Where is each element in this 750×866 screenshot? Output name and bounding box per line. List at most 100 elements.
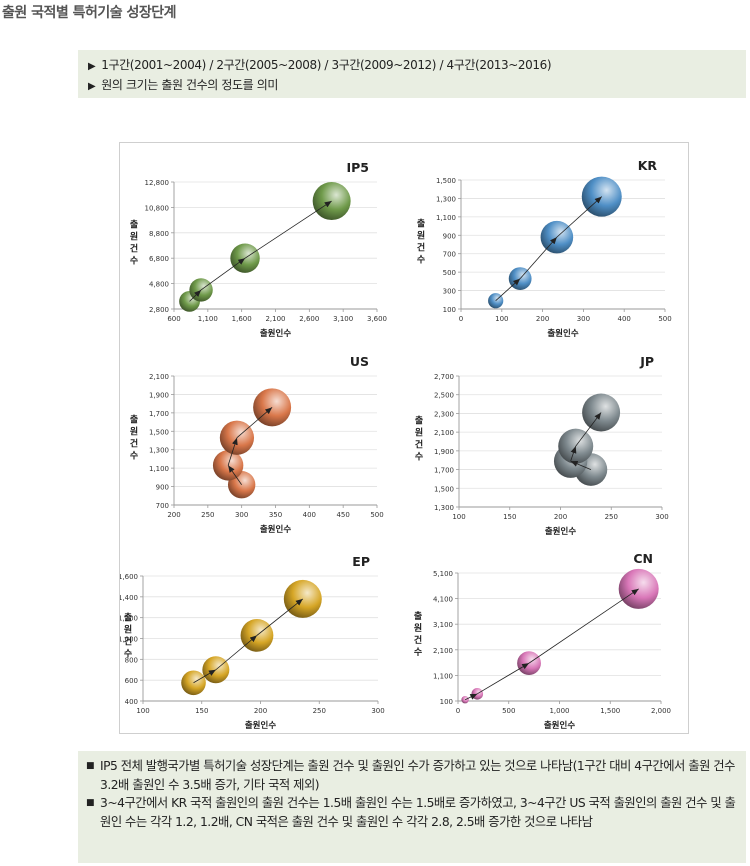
y-tick-label: 800 xyxy=(125,656,138,664)
x-tick-label: 150 xyxy=(503,513,516,521)
x-tick-label: 350 xyxy=(269,511,282,519)
y-tick-label: 600 xyxy=(125,677,138,685)
x-tick-label: 400 xyxy=(303,511,316,519)
x-tick-label: 200 xyxy=(167,511,180,519)
y-tick-label: 1,100 xyxy=(433,672,453,680)
trend-arrow xyxy=(227,465,242,485)
x-tick-label: 1,100 xyxy=(198,315,218,323)
x-tick-label: 600 xyxy=(167,315,180,323)
x-tick-label: 300 xyxy=(371,707,384,715)
x-tick-label: 500 xyxy=(658,315,671,323)
bubble xyxy=(581,176,622,217)
x-axis-label: 출원인수 xyxy=(245,720,276,731)
trend-arrow xyxy=(477,662,530,695)
y-tick-label: 1,300 xyxy=(434,504,454,512)
x-tick-label: 3,100 xyxy=(333,315,353,323)
y-tick-label: 1,700 xyxy=(434,467,454,475)
bubble xyxy=(283,579,322,618)
x-tick-label: 250 xyxy=(605,513,618,521)
trend-arrow xyxy=(556,196,603,238)
y-tick-label: 2,700 xyxy=(434,373,454,381)
x-tick-label: 200 xyxy=(254,707,267,715)
y-tick-label: 4,100 xyxy=(433,596,453,604)
y-tick-label: 500 xyxy=(443,269,456,277)
trend-arrow xyxy=(189,289,202,302)
note-circle-size: 원의 크기는 출원 건수의 정도를 의미 xyxy=(88,76,736,96)
trend-arrow xyxy=(227,437,238,466)
x-tick-label: 300 xyxy=(577,315,590,323)
y-tick-label: 1,000 xyxy=(120,636,138,644)
bubble xyxy=(461,696,469,704)
chart-title: EP xyxy=(352,554,370,569)
trend-arrow xyxy=(464,693,478,701)
summary-text: 3~4구간에서 KR 국적 출원인의 출원 건수는 1.5배 출원인 수는 1.… xyxy=(100,796,736,829)
y-tick-label: 2,100 xyxy=(433,647,453,655)
y-tick-label: 1,900 xyxy=(149,391,169,399)
charts-svg: 2,800 4,800 6,800 8,800 10,800 12,800 600 1,100… xyxy=(120,158,672,731)
y-tick-label: 5,100 xyxy=(433,570,453,578)
x-tick-label: 500 xyxy=(370,511,383,519)
y-tick-label: 2,100 xyxy=(434,429,454,437)
x-tick-label: 100 xyxy=(452,513,465,521)
y-tick-label: 8,800 xyxy=(149,230,169,238)
bullet-square-icon: ■ xyxy=(86,761,95,771)
x-tick-label: 300 xyxy=(235,511,248,519)
chart-title: IP5 xyxy=(346,160,369,175)
y-tick-label: 100 xyxy=(440,698,453,706)
y-tick-label: 900 xyxy=(156,484,169,492)
x-tick-label: 1,600 xyxy=(232,315,252,323)
chart-title: JP xyxy=(639,354,654,369)
x-tick-label: 200 xyxy=(536,315,549,323)
y-tick-label: 2,500 xyxy=(434,392,454,400)
y-tick-label: 1,500 xyxy=(434,485,454,493)
trend-arrow xyxy=(215,635,258,671)
trend-arrow xyxy=(519,236,558,279)
chart-title: CN xyxy=(633,551,653,566)
y-tick-label: 1,700 xyxy=(149,410,169,418)
y-tick-label: 400 xyxy=(125,698,138,706)
y-tick-label: 2,300 xyxy=(434,410,454,418)
x-tick-label: 3,600 xyxy=(367,315,387,323)
trend-arrow xyxy=(570,446,577,462)
x-axis-label: 출원인수 xyxy=(544,720,575,731)
y-tick-label: 10,800 xyxy=(145,204,170,212)
trend-arrow xyxy=(200,257,246,291)
x-tick-label: 0 xyxy=(459,315,463,323)
x-tick-label: 1,000 xyxy=(549,707,569,715)
trend-arrow xyxy=(495,278,521,302)
y-tick-label: 2,800 xyxy=(149,306,169,314)
trend-arrow xyxy=(244,200,332,259)
y-tick-label: 12,800 xyxy=(145,179,170,187)
bullet-square-icon: ■ xyxy=(86,798,95,809)
x-tick-label: 200 xyxy=(554,513,567,521)
x-tick-label: 100 xyxy=(495,315,508,323)
y-tick-label: 6,800 xyxy=(149,255,169,263)
y-tick-label: 2,100 xyxy=(149,373,169,381)
y-tick-label: 1,100 xyxy=(149,465,169,473)
summary-item: ■ IP5 전체 발행국가별 특허기술 성장단계는 출원 건수 및 출원인 수가… xyxy=(86,757,738,794)
x-tick-label: 450 xyxy=(336,511,349,519)
y-tick-label: 4,800 xyxy=(149,281,169,289)
x-tick-label: 400 xyxy=(618,315,631,323)
x-axis-label: 출원인수 xyxy=(260,328,291,339)
legend-notes: 1구간(2001~2004) / 2구간(2005~2008) / 3구간(20… xyxy=(78,50,746,98)
trend-arrow xyxy=(256,598,304,636)
x-tick-label: 1,500 xyxy=(600,707,620,715)
x-tick-label: 250 xyxy=(313,707,326,715)
x-tick-label: 0 xyxy=(456,707,460,715)
y-tick-label: 3,100 xyxy=(433,621,453,629)
y-tick-label: 1,500 xyxy=(436,177,456,185)
y-tick-label: 1,500 xyxy=(149,428,169,436)
trend-arrow xyxy=(575,412,602,447)
chart-title: KR xyxy=(638,158,658,173)
x-tick-label: 150 xyxy=(195,707,208,715)
y-tick-label: 900 xyxy=(443,232,456,240)
chart-area: 2,800 4,800 6,800 8,800 10,800 12,800 600 1,100… xyxy=(119,142,689,734)
chart-ip5: 2,800 4,800 6,800 8,800 10,800 12,800 600 1,100… xyxy=(130,160,387,339)
x-tick-label: 500 xyxy=(502,707,515,715)
page-title: 출원 국적별 특허기술 성장단계 xyxy=(2,5,177,21)
y-tick-label: 1,300 xyxy=(149,447,169,455)
